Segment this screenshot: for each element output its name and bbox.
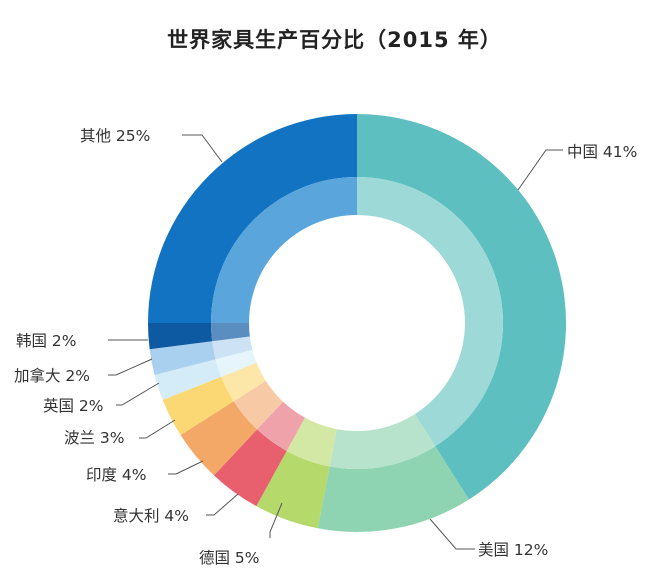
leader-line-其他 xyxy=(182,134,223,163)
leader-line-德国 xyxy=(269,502,283,538)
label-英国: 英国 2% xyxy=(43,397,104,415)
inner-slice-德国 xyxy=(286,417,337,467)
label-德国: 德国 5% xyxy=(199,549,260,567)
leader-lines xyxy=(108,134,563,550)
slice-印度 xyxy=(180,401,258,476)
label-意大利: 意大利 4% xyxy=(113,506,189,525)
slice-中国 xyxy=(357,114,566,500)
inner-ring xyxy=(211,177,504,470)
slice-韩国 xyxy=(148,323,213,350)
slice-加拿大 xyxy=(149,341,216,375)
leader-line-英国 xyxy=(116,382,160,406)
chart-title: 世界家具生产百分比（2015 年） xyxy=(167,28,502,52)
label-美国: 美国 12% xyxy=(478,541,548,559)
leader-line-意大利 xyxy=(206,493,239,516)
label-印度: 印度 4% xyxy=(86,466,147,484)
slice-英国 xyxy=(154,359,222,400)
slice-labels: 中国 41% 美国 12% 德国 5% 意大利 4% 印度 4% 波兰 3% 英国 2% 加拿… xyxy=(14,127,637,567)
slice-美国 xyxy=(317,446,469,532)
leader-line-美国 xyxy=(429,518,475,550)
slice-波兰 xyxy=(162,376,234,435)
label-韩国: 韩国 2% xyxy=(16,332,77,350)
label-其他: 其他 25% xyxy=(80,127,150,145)
leader-line-加拿大 xyxy=(108,358,153,376)
leader-line-印度 xyxy=(168,460,204,475)
slice-德国 xyxy=(256,450,330,529)
inner-slice-韩国 xyxy=(211,323,250,342)
inner-slice-加拿大 xyxy=(212,336,253,360)
slice-其他 xyxy=(148,114,357,323)
inner-slice-美国 xyxy=(329,414,436,470)
slice-意大利 xyxy=(213,429,287,507)
inner-slice-波兰 xyxy=(221,362,266,402)
inner-slice-其他 xyxy=(211,177,357,323)
label-波兰: 波兰 3% xyxy=(64,429,125,447)
inner-slice-英国 xyxy=(215,349,257,377)
leader-line-中国 xyxy=(517,149,563,191)
inner-slice-印度 xyxy=(233,380,284,430)
label-加拿大: 加拿大 2% xyxy=(14,366,90,385)
inner-slice-中国 xyxy=(357,177,504,447)
label-中国: 中国 41% xyxy=(567,143,637,161)
outer-ring xyxy=(148,114,566,532)
leader-line-波兰 xyxy=(139,419,176,439)
inner-slice-意大利 xyxy=(257,401,305,451)
